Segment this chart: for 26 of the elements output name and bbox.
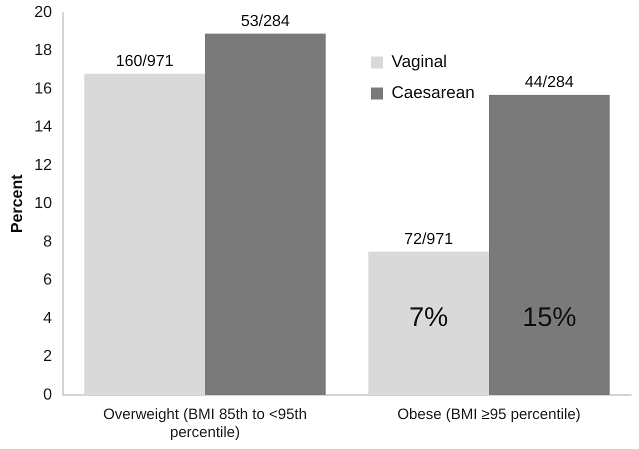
y-tick-label: 16 bbox=[34, 80, 52, 98]
annotation: 15% bbox=[522, 302, 576, 332]
y-tick-label: 20 bbox=[34, 4, 52, 22]
x-tick-label: Overweight (BMI 85th to <95th percentile) bbox=[103, 406, 307, 442]
bar bbox=[368, 252, 489, 395]
bar bbox=[205, 34, 326, 395]
bar bbox=[489, 94, 610, 395]
data-label: 72/971 bbox=[404, 231, 454, 248]
y-tick-label: 4 bbox=[43, 310, 52, 327]
y-tick-label: 18 bbox=[34, 42, 52, 60]
y-tick-label: 8 bbox=[43, 233, 52, 250]
data-label: 53/284 bbox=[240, 13, 290, 30]
y-axis-title: Percent bbox=[9, 174, 26, 234]
y-tick-label: 2 bbox=[43, 348, 52, 366]
data-label: 44/284 bbox=[524, 74, 574, 92]
x-tick-label: Obese (BMI ≥95 percentile) bbox=[397, 406, 581, 424]
legend-label: Vaginal bbox=[392, 52, 447, 72]
bar bbox=[84, 74, 205, 395]
y-tick-label: 12 bbox=[34, 156, 52, 174]
y-tick-label: 0 bbox=[43, 386, 52, 404]
data-label: 160/971 bbox=[116, 53, 174, 70]
y-tick-label: 10 bbox=[34, 195, 52, 212]
y-tick-label: 6 bbox=[43, 272, 52, 289]
legend-label: Caesarean bbox=[392, 83, 475, 102]
y-tick-label: 14 bbox=[34, 118, 52, 136]
annotation: 7% bbox=[409, 302, 448, 332]
